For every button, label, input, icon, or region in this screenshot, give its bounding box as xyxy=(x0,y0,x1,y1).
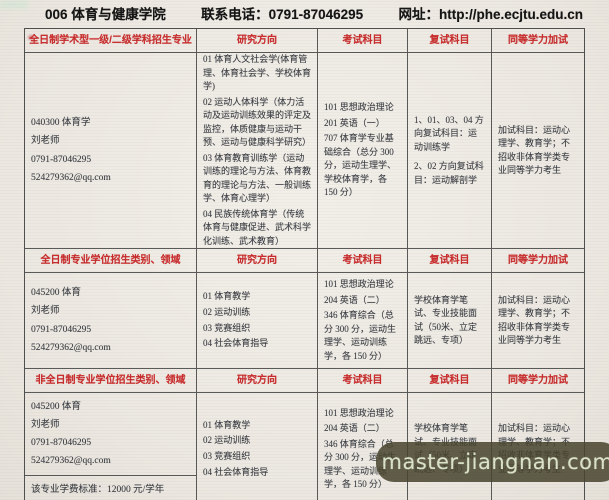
program-phone: 0791-87046295 xyxy=(31,438,92,448)
program-teacher: 刘老师 xyxy=(31,419,60,430)
program-phone: 0791-87046295 xyxy=(31,154,92,165)
retest-subject: 2、02 方向复试科目：运动解剖学 xyxy=(414,161,484,185)
direction-item: 01 体育人文社会学(体育管理、体育社会学、学校体育学) xyxy=(203,54,312,91)
retest-subject: 1、01、03、04 方向复试科目：运动训练学 xyxy=(414,114,484,152)
equivalency-text: 加试科目：运动心理学、教育学；不招收非体育学类专业同等学力考生 xyxy=(498,294,571,346)
exam-subject: 346 体育综合（总分 300 分，运动生理学、运动训练学，各 150 分） xyxy=(324,310,397,361)
contact-phone: 联系电话：0791-87046295 xyxy=(201,7,364,22)
direction-item: 02 运动训练 xyxy=(203,435,251,446)
s3-directions-cell: 01 体育教学 02 运动训练 03 竞赛组织 04 社会体育指导 xyxy=(197,393,318,500)
direction-item: 04 社会体育指导 xyxy=(203,466,269,477)
exam-subject: 101 思想政治理论 xyxy=(324,102,394,113)
program-email: 524279362@qq.com xyxy=(31,172,111,183)
college-title: 006 体育与健康学院 xyxy=(45,7,166,22)
program-email: 524279362@qq.com xyxy=(31,342,111,353)
s3-header-exam: 考试科目 xyxy=(318,369,408,393)
s3-header-retest: 复试科目 xyxy=(408,369,492,393)
direction-item: 03 竞赛组织 xyxy=(203,451,251,461)
exam-subject: 101 思想政治理论 xyxy=(324,279,394,289)
admissions-table: 全日制学术型一级/二级学科招生专业 研究方向 考试科目 复试科目 同等学力加试 … xyxy=(24,28,585,500)
direction-item: 03 竞赛组织 xyxy=(203,322,251,333)
program-code: 045200 体育 xyxy=(31,401,81,412)
s1-header-retest: 复试科目 xyxy=(408,29,492,53)
s1-equivalency-cell: 加试科目：运动心理学、教育学；不招收非体育学类专业同等学力考生 xyxy=(492,53,584,249)
program-teacher: 刘老师 xyxy=(31,136,60,147)
s1-directions-cell: 01 体育人文社会学(体育管理、体育社会学、学校体育学) 02 运动人体科学（体… xyxy=(197,53,318,249)
s2-equivalency-cell: 加试科目：运动心理学、教育学；不招收非体育学类专业同等学力考生 xyxy=(492,273,584,369)
s3-program-cell: 045200 体育 刘老师 0791-87046295 524279362@qq… xyxy=(25,393,197,500)
tuition-note: 该专业学费标准：12000 元/学年 xyxy=(31,485,165,496)
s2-header-exam: 考试科目 xyxy=(318,249,408,273)
s3-header-equivalency: 同等学力加试 xyxy=(492,369,584,393)
s2-exam-cell: 101 思想政治理论 204 英语（二） 346 体育综合（总分 300 分，运… xyxy=(318,273,408,369)
exam-subject: 204 英语（二） xyxy=(324,423,385,433)
exam-subject: 346 体育综合（总分 300 分，运动生理学、运动训练学，各 150 分） xyxy=(324,438,397,490)
s3-header-program: 非全日制专业学位招生类别、领域 xyxy=(25,369,197,393)
direction-item: 02 运动训练 xyxy=(203,306,251,317)
document-header: 006 体育与健康学院 联系电话：0791-87046295 网址：http:/… xyxy=(45,3,583,23)
direction-item: 01 体育教学 xyxy=(203,291,251,301)
direction-item: 04 社会体育指导 xyxy=(203,338,269,349)
equivalency-text: 加试科目：运动心理学、教育学；不招收非体育学类专业同等学力考生 xyxy=(498,124,571,176)
s2-retest-cell: 学校体育学笔试、专业技能面试（50米、立定跳远、专项） xyxy=(408,273,492,369)
direction-item: 01 体育教学 xyxy=(203,419,251,430)
retest-subject: 学校体育学笔试、专业技能面试（50米、立定跳远、专项） xyxy=(414,294,478,346)
program-teacher: 刘老师 xyxy=(31,306,60,317)
s1-retest-cell: 1、01、03、04 方向复试科目：运动训练学 2、02 方向复试科目：运动解剖… xyxy=(408,53,492,249)
s3-header-directions: 研究方向 xyxy=(197,369,318,393)
s1-program-cell: 040300 体育学 刘老师 0791-87046295 524279362@q… xyxy=(25,53,197,249)
s2-header-program: 全日制专业学位招生类别、领域 xyxy=(25,249,197,273)
watermark-badge: master-jiangnan.com xyxy=(376,442,609,482)
exam-subject: 101 思想政治理论 xyxy=(324,407,394,418)
s2-program-cell: 045200 体育 刘老师 0791-87046295 524279362@qq… xyxy=(25,273,197,369)
direction-item: 02 运动人体科学（体力活动及运动训练效果的评定及监控，体质健康与运动干预、运动… xyxy=(203,96,312,148)
watermark-text: master-jiangnan.com xyxy=(381,450,609,474)
s2-header-equivalency: 同等学力加试 xyxy=(492,249,584,273)
direction-item: 03 体育教育训练学（运动训练的理论与方法、体育教育的理论与方法、一般训练学、体… xyxy=(203,152,312,204)
exam-subject: 201 英语（一） xyxy=(324,117,385,128)
website-url: 网址：http://phe.ecjtu.edu.cn xyxy=(398,7,584,22)
s2-header-retest: 复试科目 xyxy=(408,249,492,273)
exam-subject: 707 体育学专业基础综合（总分 300 分，运动生理学、学校体育学，各 150… xyxy=(324,133,397,198)
s1-header-directions: 研究方向 xyxy=(197,29,318,53)
exam-subject: 204 英语（二） xyxy=(324,294,385,305)
s1-header-equivalency: 同等学力加试 xyxy=(492,29,584,53)
s2-header-directions: 研究方向 xyxy=(197,249,318,273)
program-phone: 0791-87046295 xyxy=(31,324,92,335)
program-code: 045200 体育 xyxy=(31,288,81,299)
s2-directions-cell: 01 体育教学 02 运动训练 03 竞赛组织 04 社会体育指导 xyxy=(197,273,318,369)
program-code: 040300 体育学 xyxy=(31,118,91,129)
program-email: 524279362@qq.com xyxy=(31,456,111,467)
s1-header-exam: 考试科目 xyxy=(318,29,408,53)
s3-program-contact: 045200 体育 刘老师 0791-87046295 524279362@qq… xyxy=(25,393,196,476)
s1-header-program: 全日制学术型一级/二级学科招生专业 xyxy=(25,29,197,53)
photo-corner-tint xyxy=(0,0,28,9)
s1-exam-cell: 101 思想政治理论 201 英语（一） 707 体育学专业基础综合（总分 30… xyxy=(318,53,408,249)
direction-item: 04 民族传统体育学（传统体育与健康促进、武术科学化训练、武术教育） xyxy=(203,208,312,246)
